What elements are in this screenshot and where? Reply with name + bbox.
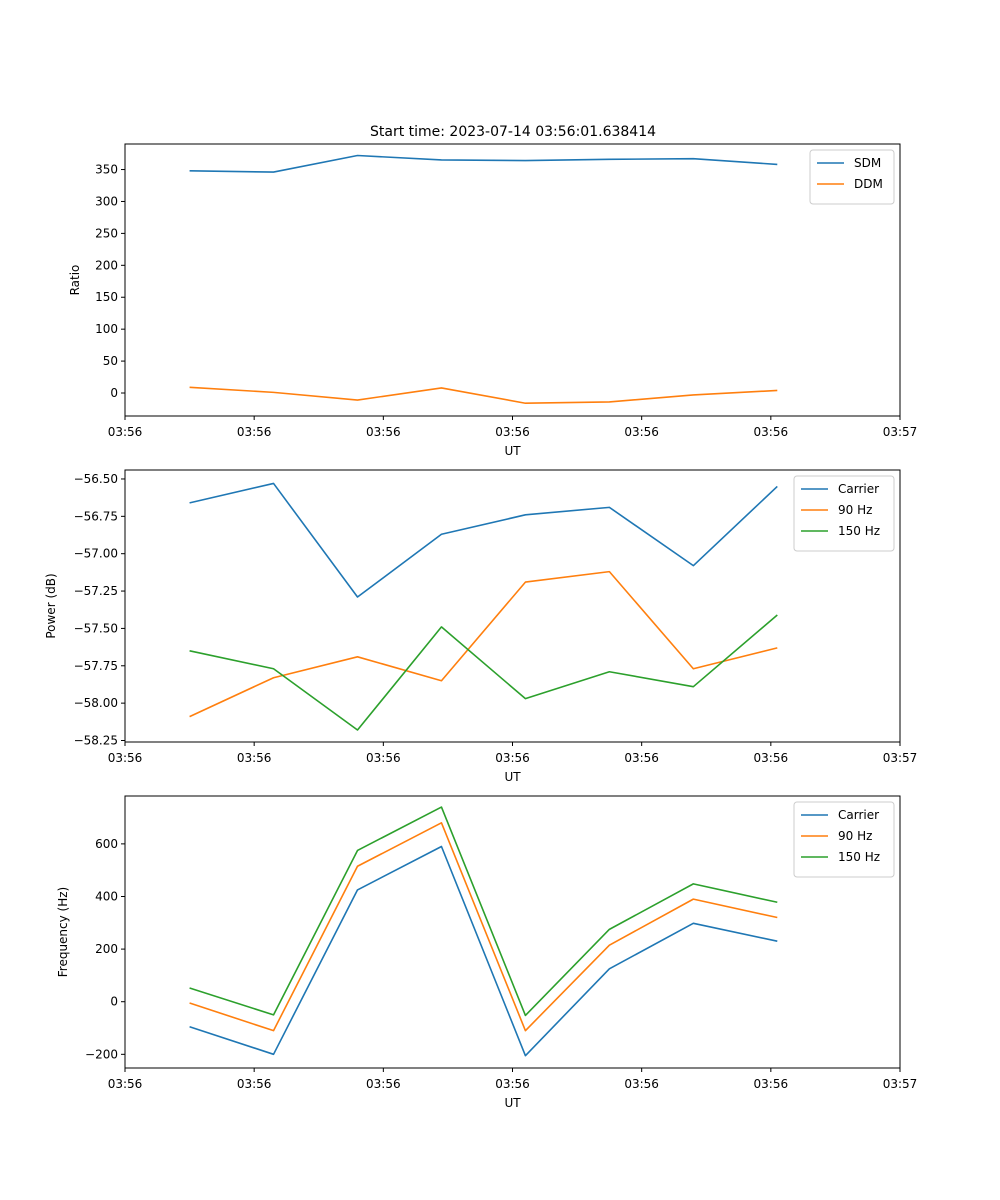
- ratio-y-tick-label: 0: [110, 386, 118, 400]
- ratio-x-tick-label: 03:56: [108, 425, 143, 439]
- ratio-x-axis-label: UT: [504, 444, 521, 458]
- ratio-y-tick-label: 150: [95, 290, 118, 304]
- figure-title: Start time: 2023-07-14 03:56:01.638414: [370, 124, 656, 140]
- frequency-x-tick-label: 03:56: [495, 1077, 530, 1091]
- frequency-plot-frame: [124, 795, 901, 1069]
- power-legend-label: Carrier: [838, 482, 879, 496]
- frequency-y-tick-label: 600: [95, 837, 118, 851]
- frequency-series-line-150-hz: [189, 806, 778, 1017]
- power-y-tick-label: −58.00: [74, 696, 118, 710]
- frequency-y-tick-label: 0: [110, 995, 118, 1009]
- ratio-x-tick-label: 03:57: [883, 425, 918, 439]
- ratio-y-tick-label: 200: [95, 258, 118, 272]
- ratio-legend-label: DDM: [854, 177, 883, 191]
- ratio-series-line-ddm: [189, 386, 778, 405]
- power-plot-frame: [124, 469, 901, 743]
- frequency-x-tick-label: 03:56: [108, 1077, 143, 1091]
- power-y-tick-label: −58.25: [74, 734, 118, 748]
- ratio-y-tick-label: 300: [95, 194, 118, 208]
- ratio-x-tick-label: 03:56: [754, 425, 789, 439]
- ratio-y-tick-label: 50: [103, 354, 118, 368]
- power-y-tick-label: −57.25: [74, 584, 118, 598]
- power-x-axis-label: UT: [504, 770, 521, 784]
- ratio-y-tick-label: 100: [95, 322, 118, 336]
- ratio-x-tick-label: 03:56: [237, 425, 272, 439]
- frequency-legend-label: Carrier: [838, 808, 879, 822]
- power-y-axis-label: Power (dB): [44, 573, 58, 638]
- power-x-tick-label: 03:56: [108, 751, 143, 765]
- ratio-panel: 03:56 03:56 03:56 03:56 03:56 03:56 03:57 0 50 10…: [68, 143, 918, 458]
- power-x-tick-label: 03:56: [624, 751, 659, 765]
- power-panel: 03:56 03:56 03:56 03:56 03:56 03:56 03:57 −58.2…: [44, 469, 918, 784]
- frequency-x-tick-label: 03:56: [624, 1077, 659, 1091]
- frequency-legend: [793, 801, 895, 878]
- ratio-series-line-sdm: [189, 154, 778, 173]
- ratio-plot-frame: [124, 143, 901, 417]
- power-y-tick-label: −57.75: [74, 659, 118, 673]
- power-y-tick-label: −57.00: [74, 547, 118, 561]
- ratio-y-tick-label: 350: [95, 163, 118, 177]
- power-series-line-carrier: [189, 482, 778, 598]
- frequency-x-tick-label: 03:57: [883, 1077, 918, 1091]
- ratio-x-tick-label: 03:56: [366, 425, 401, 439]
- power-x-tick-label: 03:56: [495, 751, 530, 765]
- frequency-x-axis-label: UT: [504, 1096, 521, 1110]
- frequency-series-line-carrier: [189, 845, 778, 1057]
- frequency-y-axis-label: Frequency (Hz): [56, 887, 70, 978]
- frequency-y-tick-label: 200: [95, 942, 118, 956]
- frequency-x-tick-label: 03:56: [366, 1077, 401, 1091]
- power-x-tick-label: 03:57: [883, 751, 918, 765]
- power-legend: [793, 475, 895, 552]
- frequency-y-tick-label: −200: [85, 1047, 118, 1061]
- power-series-line-150-hz: [189, 614, 778, 731]
- power-legend-label: 90 Hz: [838, 503, 872, 517]
- power-x-tick-label: 03:56: [366, 751, 401, 765]
- ratio-y-tick-label: 250: [95, 226, 118, 240]
- frequency-panel: 03:56 03:56 03:56 03:56 03:56 03:56 03:57 −200 0…: [56, 795, 918, 1110]
- frequency-legend-label: 150 Hz: [838, 850, 880, 864]
- ratio-y-axis-label: Ratio: [68, 265, 82, 296]
- power-y-tick-label: −56.50: [74, 472, 118, 486]
- power-x-tick-label: 03:56: [237, 751, 272, 765]
- power-legend-label: 150 Hz: [838, 524, 880, 538]
- frequency-x-tick-label: 03:56: [754, 1077, 789, 1091]
- ratio-x-tick-label: 03:56: [495, 425, 530, 439]
- ratio-x-tick-label: 03:56: [624, 425, 659, 439]
- frequency-x-tick-label: 03:56: [237, 1077, 272, 1091]
- power-y-tick-label: −57.50: [74, 621, 118, 635]
- frequency-legend-label: 90 Hz: [838, 829, 872, 843]
- frequency-y-tick-label: 400: [95, 889, 118, 903]
- ratio-legend-label: SDM: [854, 156, 881, 170]
- power-x-tick-label: 03:56: [754, 751, 789, 765]
- power-y-tick-label: −56.75: [74, 509, 118, 523]
- frequency-series-line-90-hz: [189, 822, 778, 1032]
- power-series-line-90-hz: [189, 570, 778, 718]
